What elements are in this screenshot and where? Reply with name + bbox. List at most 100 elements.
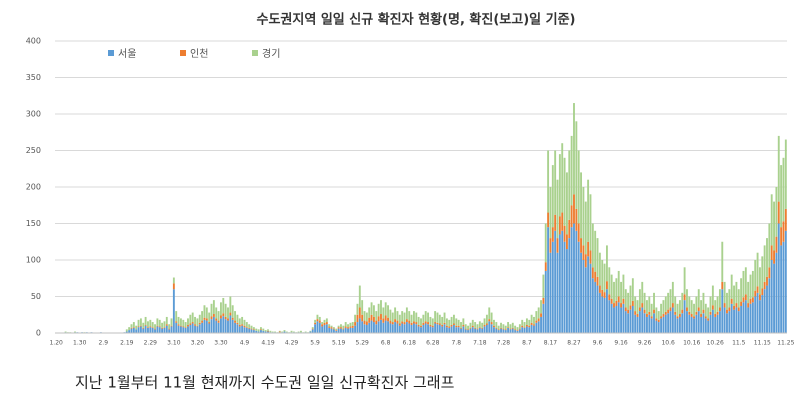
bar-segment <box>438 314 441 324</box>
bar-segment <box>311 328 314 330</box>
bar-segment <box>683 294 686 301</box>
bar-segment <box>591 223 594 268</box>
bar-segment <box>250 328 253 330</box>
bar-segment <box>754 260 757 291</box>
bar-segment <box>622 274 625 299</box>
bar-segment <box>747 303 750 308</box>
bar-segment <box>154 324 156 329</box>
x-tick-label: 1.20 <box>49 340 63 347</box>
bar-segment <box>208 322 211 324</box>
bar-segment <box>695 314 698 333</box>
bar-segment <box>179 326 182 333</box>
bar-segment <box>568 150 571 220</box>
bar-segment <box>405 307 408 320</box>
bar-segment <box>615 305 618 333</box>
bar-segment <box>417 326 420 333</box>
bar-segment <box>262 328 265 331</box>
bar-segment <box>332 328 335 330</box>
bar-segment <box>354 314 357 323</box>
bar-segment <box>323 319 326 323</box>
bar-segment <box>231 317 234 320</box>
bar-segment <box>217 322 220 333</box>
bar-segment <box>196 326 199 333</box>
bar-segment <box>497 329 500 331</box>
bar-segment <box>615 300 618 306</box>
bar-segment <box>525 326 528 333</box>
bar-segment <box>156 326 159 333</box>
bar-segment <box>751 297 754 303</box>
bar-segment <box>422 322 425 325</box>
bar-segment <box>304 331 307 333</box>
bar-segment <box>488 307 491 320</box>
bar-segment <box>168 329 171 333</box>
bar-segment <box>147 321 149 328</box>
bar-segment <box>549 252 552 333</box>
x-tick-label: 2.29 <box>144 340 158 347</box>
bar-segment <box>537 321 540 333</box>
bar-segment <box>370 302 373 315</box>
bar-segment <box>448 319 451 327</box>
bar-segment <box>368 317 371 323</box>
bar-segment <box>309 330 312 332</box>
bar-segment <box>151 327 154 333</box>
bar-segment <box>481 328 484 333</box>
bar-segment <box>453 323 455 325</box>
bar-segment <box>627 292 630 310</box>
bar-segment <box>761 295 764 333</box>
bar-segment <box>417 324 420 327</box>
bar-segment <box>464 328 467 330</box>
x-tick-label: 11.5 <box>732 340 746 347</box>
bar-segment <box>615 278 618 301</box>
bar-segment <box>700 314 703 317</box>
bar-segment <box>260 330 262 333</box>
bar-segment <box>653 309 655 314</box>
bar-segment <box>664 311 667 315</box>
bar-segment <box>594 281 597 333</box>
bar-segment <box>208 323 211 333</box>
bar-segment <box>401 323 404 333</box>
bar-segment <box>144 316 147 325</box>
bar-segment <box>556 179 559 239</box>
bar-segment <box>245 327 248 328</box>
bar-segment <box>693 303 695 317</box>
bar-segment <box>194 325 196 333</box>
x-tick-label: 11.25 <box>777 340 794 347</box>
bar-segment <box>551 227 554 242</box>
bar-segment <box>575 230 578 333</box>
bar-segment <box>139 326 142 333</box>
bar-segment <box>241 316 244 325</box>
bar-segment <box>667 292 670 310</box>
bar-segment <box>638 307 641 312</box>
bar-segment <box>490 312 493 323</box>
bar-segment <box>457 327 460 333</box>
bar-segment <box>222 316 225 333</box>
bar-segment <box>318 316 321 321</box>
bar-segment <box>391 322 394 325</box>
bar-segment <box>243 325 246 328</box>
bar-segment <box>523 322 526 328</box>
bar-segment <box>464 324 467 329</box>
bar-segment <box>212 316 215 333</box>
bar-segment <box>382 322 385 333</box>
bar-segment <box>608 294 611 301</box>
bar-segment <box>657 311 660 320</box>
bar-segment <box>758 294 761 301</box>
bar-segment <box>702 309 705 314</box>
bar-segment <box>667 309 670 314</box>
bar-segment <box>608 267 611 295</box>
bar-segment <box>747 307 750 333</box>
bar-segment <box>631 305 634 333</box>
bar-segment <box>187 326 189 333</box>
bar-segment <box>733 285 735 306</box>
bar-segment <box>201 320 204 323</box>
bar-segment <box>773 263 775 333</box>
bar-segment <box>445 327 448 333</box>
bar-segment <box>697 307 700 312</box>
legend-swatch <box>180 50 186 56</box>
bar-segment <box>342 325 345 329</box>
bar-segment <box>521 319 524 326</box>
bar-segment <box>340 328 342 333</box>
bar-segment <box>695 311 698 315</box>
bar-segment <box>325 322 328 325</box>
bar-segment <box>763 245 766 282</box>
